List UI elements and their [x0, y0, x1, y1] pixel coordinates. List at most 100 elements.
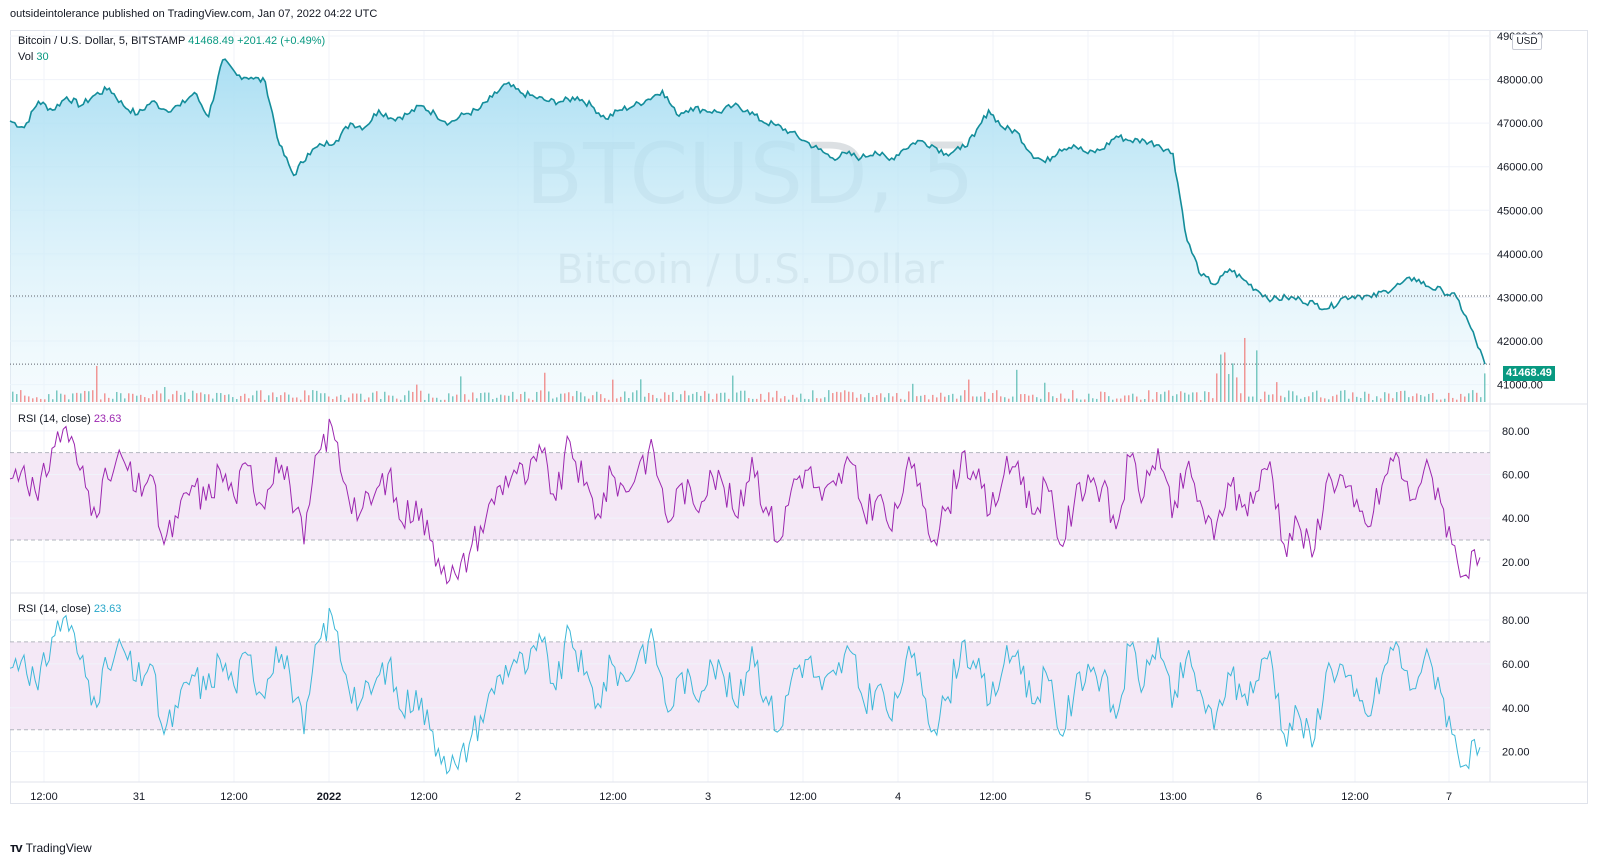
volume-bar [116, 391, 118, 402]
volume-bar [752, 398, 754, 402]
volume-bar [968, 379, 970, 402]
volume-bar [176, 390, 178, 402]
volume-bar [868, 392, 870, 402]
volume-bar [1464, 396, 1466, 402]
volume-bar [1376, 396, 1378, 402]
volume-bar [1044, 382, 1046, 402]
volume-bar [952, 393, 954, 402]
volume-bar [1016, 369, 1018, 402]
volume-bar [848, 391, 850, 402]
volume-bar [304, 390, 306, 402]
currency-button[interactable]: USD [1512, 34, 1542, 50]
volume-bar [856, 397, 858, 402]
volume-bar [1336, 394, 1338, 402]
volume-bar [676, 399, 678, 402]
time-tick-label: 12:00 [30, 791, 58, 803]
volume-bar [552, 398, 554, 402]
volume-bar [248, 398, 250, 402]
time-tick-label: 7 [1446, 791, 1452, 803]
price-tick-label: 48000.00 [1497, 75, 1543, 87]
volume-bar [884, 397, 886, 402]
rsi-tick-label: 80.00 [1502, 615, 1530, 627]
volume-bar [28, 396, 30, 402]
volume-bar [324, 393, 326, 402]
rsi2-label: RSI (14, close) [18, 603, 91, 615]
volume-bar [628, 397, 630, 402]
volume-bar [1412, 396, 1414, 402]
volume-bar [380, 398, 382, 402]
main-legend: Bitcoin / U.S. Dollar, 5, BITSTAMP 41468… [18, 35, 325, 47]
volume-bar [1232, 363, 1234, 402]
vol-value: 30 [36, 51, 49, 63]
rsi-tick-label: 40.00 [1502, 513, 1530, 525]
volume-bar [956, 398, 958, 402]
volume-bar [112, 398, 114, 402]
chart-frame [10, 30, 1588, 804]
volume-bar [900, 398, 902, 402]
volume-bar [1300, 398, 1302, 402]
rsi1-label: RSI (14, close) [18, 413, 91, 425]
tradingview-logo-icon[interactable]: ᴛᴠ [10, 840, 23, 855]
volume-bar [188, 399, 190, 402]
volume-bar [656, 398, 658, 402]
volume-bar [1228, 374, 1230, 402]
volume-bar [696, 392, 698, 402]
volume-bar [680, 394, 682, 402]
footer-brand[interactable]: TradingView [25, 840, 92, 855]
volume-bar [348, 397, 350, 402]
volume-bar [640, 379, 642, 402]
volume-bar [24, 395, 26, 402]
last-price-badge: 41468.49 [1503, 366, 1555, 381]
volume-bar [124, 398, 126, 402]
volume-bar [1056, 398, 1058, 402]
volume-bar [840, 392, 842, 402]
volume-bar [476, 398, 478, 402]
time-tick-label: 12:00 [979, 791, 1007, 803]
rsi2-legend: RSI (14, close) 23.63 [18, 603, 121, 615]
volume-bar [1040, 398, 1042, 402]
price-tick-label: 45000.00 [1497, 205, 1543, 217]
volume-bar [1172, 395, 1174, 402]
volume-bar [1004, 397, 1006, 402]
volume-bar [180, 394, 182, 402]
volume-bar [148, 398, 150, 402]
volume-bar [1112, 399, 1114, 402]
volume-bar [1180, 391, 1182, 402]
rsi-tick-label: 20.00 [1502, 557, 1530, 569]
volume-bar [820, 398, 822, 402]
volume-bar [1196, 392, 1198, 402]
volume-bar [132, 393, 134, 402]
volume-bar [644, 396, 646, 402]
volume-bar [1144, 399, 1146, 402]
price-tick-label: 42000.00 [1497, 336, 1543, 348]
volume-bar [964, 390, 966, 402]
volume-bar [336, 396, 338, 402]
volume-bar [660, 398, 662, 402]
volume-bar [1304, 397, 1306, 402]
volume-bar [812, 390, 814, 402]
volume-bar [20, 390, 22, 402]
volume-bar [604, 398, 606, 402]
volume-bar [880, 393, 882, 402]
volume-bar [864, 397, 866, 402]
volume-bar [936, 397, 938, 402]
time-tick-label: 5 [1085, 791, 1091, 803]
volume-bar [780, 398, 782, 402]
volume-bar [1340, 390, 1342, 402]
volume-bar [988, 398, 990, 402]
volume-bar [136, 395, 138, 402]
volume-bar [1108, 396, 1110, 402]
volume-bar [36, 397, 38, 402]
volume-bar [1368, 393, 1370, 402]
volume-bar [208, 394, 210, 402]
volume-bar [496, 397, 498, 402]
price-tick-label: 47000.00 [1497, 118, 1543, 130]
volume-bar [260, 390, 262, 402]
volume-bar [548, 391, 550, 402]
volume-bar [372, 392, 374, 402]
volume-bar [1208, 392, 1210, 402]
volume-bar [528, 398, 530, 402]
volume-bar [1204, 391, 1206, 402]
volume-bar [1416, 393, 1418, 402]
